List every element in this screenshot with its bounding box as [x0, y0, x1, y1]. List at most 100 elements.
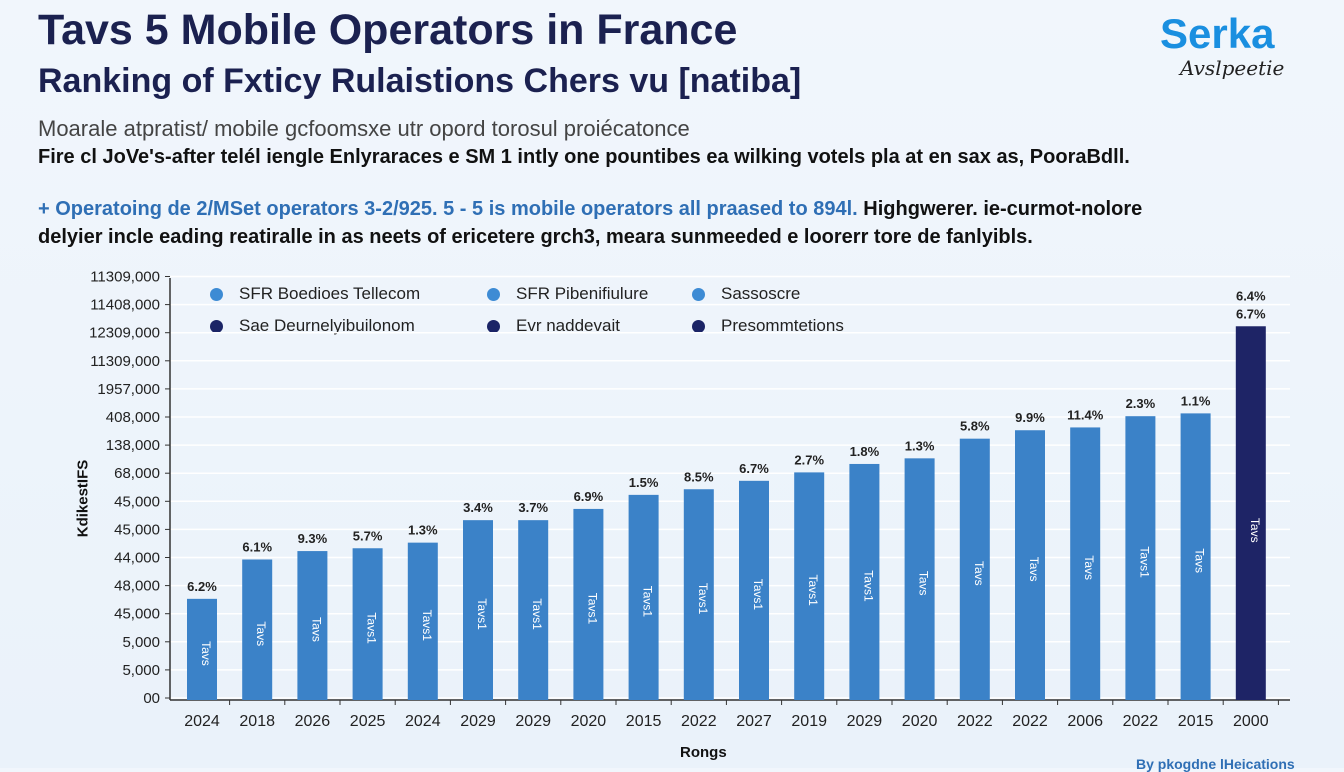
data-label: 6.2%: [187, 579, 217, 594]
y-tick-label: 45,000: [114, 606, 160, 623]
x-tick-label: 2024: [405, 713, 441, 730]
legend-dot-icon: [692, 319, 705, 333]
legend-label: Presommtetions: [721, 316, 844, 335]
legend-dot-icon: [210, 287, 223, 301]
bar-inner-label: Tavs1: [806, 575, 820, 607]
y-tick-label: 408,000: [106, 409, 160, 426]
data-label: 9.3%: [298, 531, 328, 546]
data-label: 1.3%: [905, 438, 935, 453]
legend-label: Evr naddevait: [516, 316, 620, 335]
data-label: 11.4%: [1067, 407, 1104, 422]
legend-item: Presommtetions: [692, 316, 844, 336]
bar: [1235, 326, 1266, 700]
data-label: 6.1%: [242, 540, 272, 555]
bar-inner-label: Tavs1: [641, 586, 655, 618]
bar-inner-label: Tavs: [1027, 557, 1041, 582]
x-tick-label: 2027: [736, 713, 772, 730]
legend-label: SFR Boedioes Tellecom: [239, 284, 421, 303]
x-tick-label: 2025: [350, 713, 386, 730]
legend-label: SFR Pibenifiulure: [516, 284, 649, 303]
legend-dot-icon: [692, 287, 705, 301]
bar-inner-label: Tavs: [1193, 548, 1207, 573]
data-label: 8.5%: [684, 469, 714, 484]
y-tick-label: 138,000: [106, 437, 160, 454]
bar: [959, 438, 990, 700]
y-tick-label: 11408,000: [90, 297, 160, 314]
bar: [297, 551, 328, 700]
bar: [518, 520, 549, 700]
y-tick-label: 48,000: [114, 578, 160, 595]
legend-item: SFR Pibenifiulure: [487, 284, 648, 304]
x-tick-label: 2029: [515, 713, 551, 730]
legend-label: Sae Deurnelyibuilonom: [239, 316, 415, 335]
legend-item: Sae Deurnelyibuilonom: [210, 316, 415, 336]
bar-inner-label: Tavs1: [696, 583, 710, 615]
x-tick-label: 2015: [1178, 713, 1214, 730]
bar-inner-label: Tavs1: [530, 598, 544, 630]
bar-inner-label: Tavs1: [861, 570, 875, 602]
legend-dot-icon: [210, 319, 223, 333]
bullet-rest: Highgwerer. ie-curmot-nolore: [863, 198, 1143, 220]
logo: Serka: [1160, 10, 1275, 57]
bar-inner-label: Tavs: [254, 621, 268, 646]
data-label: 5.8%: [960, 419, 990, 434]
data-label: 1.3%: [408, 523, 438, 538]
y-tick-label: 11309,000: [90, 269, 160, 286]
data-label: 1.5%: [629, 475, 659, 490]
data-label: 5.7%: [353, 528, 383, 543]
x-tick-label: 2018: [239, 713, 275, 730]
logo-tagline: Avslpeetie: [1180, 56, 1285, 80]
bar: [573, 508, 604, 700]
x-tick-label: 2024: [184, 713, 220, 730]
data-label: 3.4%: [463, 500, 493, 515]
bar-inner-label: Tavs: [309, 617, 323, 642]
bar: [463, 520, 493, 700]
x-tick-label: 2006: [1067, 713, 1103, 730]
bar: [1125, 416, 1156, 700]
y-tick-label: 44,000: [114, 550, 160, 567]
legend-item: Evr naddevait: [487, 316, 620, 336]
bar: [628, 494, 659, 700]
y-tick-label: 1957,000: [97, 381, 160, 398]
bar: [1180, 413, 1211, 700]
y-tick-label: 45,000: [114, 521, 160, 538]
bar-inner-label: Tavs1: [585, 593, 599, 625]
legend-dot-icon: [487, 319, 500, 333]
description: Moarale atpratist/ mobile gcfoomsxe utr …: [38, 116, 690, 141]
bar-inner-label: Tavs1: [1137, 546, 1151, 578]
bar: [794, 472, 825, 700]
bar: [1070, 427, 1101, 700]
x-tick-label: 2015: [626, 713, 662, 730]
x-tick-label: 2022: [1012, 713, 1048, 730]
bar: [1015, 430, 1045, 700]
bar: [849, 463, 880, 700]
x-tick-label: 2029: [460, 713, 496, 730]
bar-inner-label: Tavs1: [751, 579, 765, 611]
x-tick-label: 2000: [1233, 713, 1269, 730]
x-tick-label: 2022: [681, 713, 717, 730]
bar: [352, 548, 383, 700]
data-label: 9.9%: [1015, 410, 1045, 425]
data-label: 1.8%: [850, 444, 880, 459]
data-label-extra: 6.4%: [1236, 288, 1266, 303]
bar: [739, 480, 769, 700]
bar-inner-label: Tavs: [1248, 518, 1262, 543]
legend-dot-icon: [487, 287, 500, 301]
bar-inner-label: Tavs1: [365, 612, 379, 644]
x-tick-label: 2020: [571, 713, 607, 730]
y-tick-label: 68,000: [114, 465, 160, 482]
legend-label: Sassoscre: [721, 284, 801, 303]
bar-inner-label: Tavs: [917, 571, 931, 596]
data-label: 1.1%: [1181, 393, 1211, 408]
y-tick-label: 11309,000: [90, 353, 160, 370]
x-tick-label: 2022: [957, 713, 993, 730]
x-tick-label: 2029: [847, 713, 883, 730]
y-tick-label: 45,000: [114, 493, 160, 510]
y-tick-label: 12309,000: [89, 325, 160, 342]
y-axis-label: KdikestIFS: [74, 459, 92, 538]
data-label: 2.3%: [1126, 396, 1156, 411]
bar: [904, 458, 935, 700]
x-tick-label: 2020: [902, 713, 938, 730]
x-axis-label: Rongs: [680, 744, 727, 761]
